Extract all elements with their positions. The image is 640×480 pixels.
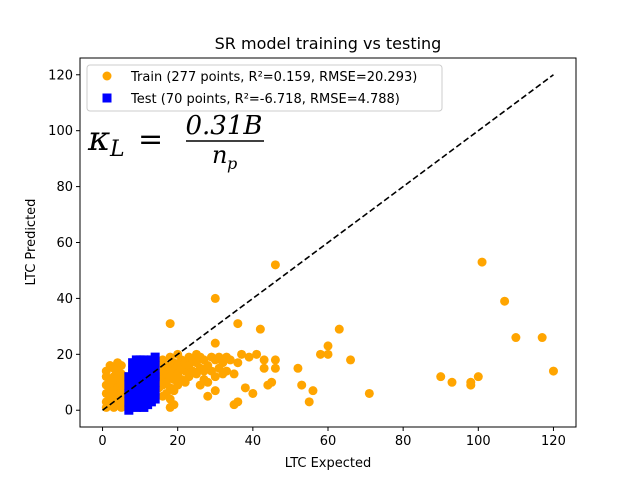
test-point [150, 394, 160, 404]
train-point [334, 324, 344, 334]
train-point [248, 388, 258, 398]
y-tick-label: 0 [65, 404, 73, 419]
y-tick-label: 60 [56, 236, 73, 251]
train-point [346, 355, 356, 365]
train-point [548, 366, 558, 376]
x-tick-label: 80 [395, 434, 412, 449]
train-point [237, 349, 247, 359]
train-point [259, 355, 269, 365]
train-point [436, 372, 446, 382]
train-point [210, 372, 220, 382]
test-point [139, 374, 149, 384]
train-point [210, 338, 220, 348]
train-point [308, 386, 318, 396]
train-point [203, 391, 213, 401]
chart-title: SR model training vs testing [215, 34, 442, 53]
train-point [323, 341, 333, 351]
test-point [150, 352, 160, 362]
train-point [537, 333, 547, 343]
train-point [210, 386, 220, 396]
train-point [297, 380, 307, 390]
y-tick-label: 80 [56, 180, 73, 195]
legend-box [86, 64, 443, 112]
x-tick-label: 120 [541, 434, 566, 449]
test-point [128, 377, 138, 387]
formula-numerator: 0.31B [186, 111, 263, 141]
formula-denominator: n [212, 141, 227, 169]
train-point [293, 363, 303, 373]
train-point [315, 349, 325, 359]
train-point [233, 358, 243, 368]
reference-line-layer [102, 74, 554, 411]
x-tick-label: 60 [320, 434, 337, 449]
formula-equals: = [138, 122, 163, 157]
train-point [323, 349, 333, 359]
train-point [259, 363, 269, 373]
series-layer [101, 257, 558, 415]
y-tick-label: 100 [48, 124, 73, 139]
y-tick-label: 120 [48, 68, 73, 83]
train-point [447, 377, 457, 387]
train-point [116, 361, 126, 370]
formula-denominator-subscript: p [227, 154, 237, 173]
train-point [225, 355, 235, 365]
test-point [150, 386, 160, 396]
train-point [233, 397, 243, 407]
train-point [244, 352, 254, 362]
series-0 [101, 257, 558, 412]
test-point [131, 402, 141, 412]
test-point [143, 369, 153, 379]
test-point [128, 369, 138, 379]
train-point [270, 363, 280, 373]
test-point [146, 361, 156, 370]
test-point [143, 380, 153, 390]
train-point [466, 377, 476, 387]
x-tick-label: 0 [98, 434, 106, 449]
train-point [233, 319, 243, 329]
train-point [511, 333, 521, 343]
train-point [473, 372, 483, 382]
train-point [222, 366, 232, 376]
train-point [270, 355, 280, 365]
reference-line [102, 74, 554, 411]
train-point [169, 400, 179, 410]
train-point [165, 319, 175, 329]
x-tick-label: 40 [245, 434, 262, 449]
y-axis-label: LTC Predicted [24, 199, 39, 286]
train-point [255, 324, 265, 334]
legend-train-marker [102, 71, 112, 81]
y-tick-label: 20 [56, 348, 73, 363]
series-1 [124, 352, 160, 415]
train-point [500, 296, 510, 306]
y-tick-label: 40 [56, 292, 73, 307]
y-axis: 0 20 40 60 80 100 120 [48, 68, 80, 419]
train-point [267, 377, 277, 387]
train-point [304, 397, 314, 407]
train-point [270, 260, 280, 270]
train-point [252, 349, 262, 359]
train-point [477, 257, 487, 267]
legend-train-label: Train (277 points, R²=0.159, RMSE=20.293… [130, 70, 417, 85]
train-point [203, 377, 213, 387]
test-point [135, 369, 145, 379]
train-point [364, 388, 374, 398]
x-tick-label: 20 [169, 434, 186, 449]
formula-annotation: κ L = 0.31B n p [87, 111, 264, 173]
legend-test-marker [102, 93, 112, 103]
formula-kappa-subscript: L [109, 137, 125, 162]
test-point [150, 372, 160, 382]
train-point [210, 293, 220, 303]
x-tick-label: 100 [466, 434, 491, 449]
x-axis-label: LTC Expected [285, 456, 372, 471]
train-point [240, 383, 250, 393]
legend: Train (277 points, R²=0.159, RMSE=20.293… [86, 64, 443, 112]
x-axis: 0 20 40 60 80 100 120 [98, 427, 566, 449]
train-point [229, 369, 239, 379]
test-point [124, 405, 134, 415]
formula-kappa: κ [87, 119, 110, 159]
legend-test-label: Test (70 points, R²=-6.718, RMSE=4.788) [130, 92, 400, 107]
